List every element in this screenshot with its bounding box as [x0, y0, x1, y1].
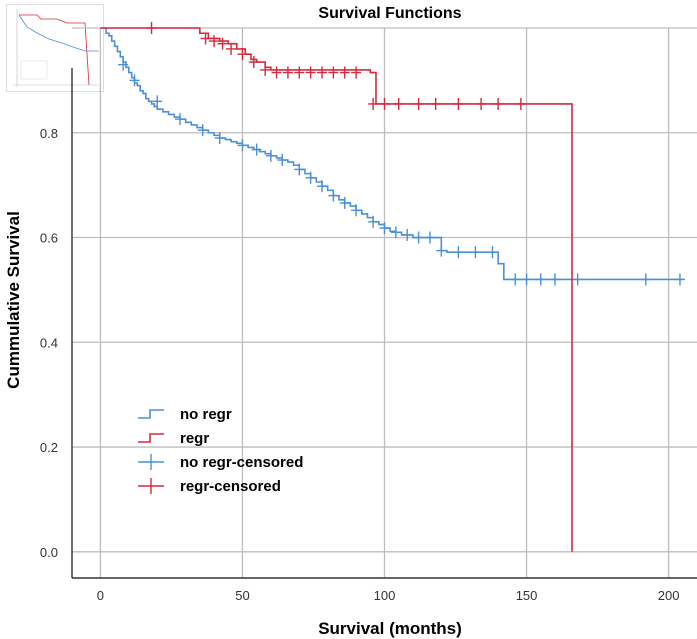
- censor-mark: [282, 66, 293, 79]
- censor-mark: [674, 273, 685, 286]
- y-tick-label: 0.0: [40, 545, 58, 560]
- censor-mark: [209, 35, 220, 48]
- censor-mark: [129, 74, 140, 87]
- censor-mark: [118, 58, 129, 71]
- censor-mark: [317, 66, 327, 79]
- legend-label: no regr: [180, 406, 232, 423]
- legend-swatch: [138, 409, 164, 419]
- censor-mark: [379, 222, 390, 235]
- legend-label: no regr-censored: [180, 454, 303, 471]
- censor-mark: [402, 228, 413, 241]
- x-tick-label: 0: [97, 588, 104, 603]
- censor-mark: [251, 143, 262, 156]
- censor-mark: [265, 149, 276, 162]
- censor-mark: [217, 37, 228, 50]
- censor-mark: [470, 246, 481, 259]
- censor-mark: [390, 226, 401, 239]
- censor-mark: [393, 97, 404, 110]
- censor-mark: [476, 97, 487, 110]
- censor-mark: [197, 124, 208, 137]
- censor-mark: [379, 97, 390, 110]
- censor-mark: [339, 66, 350, 79]
- censor-mark: [174, 113, 185, 126]
- censor-mark: [200, 32, 211, 45]
- censor-mark: [305, 171, 316, 184]
- censor-mark: [214, 132, 225, 144]
- censor-mark: [521, 273, 532, 286]
- chart-title: Survival Functions: [318, 5, 461, 22]
- censor-mark: [640, 273, 651, 286]
- censor-mark: [237, 139, 248, 152]
- censor-mark: [146, 22, 157, 34]
- censor-mark: [535, 273, 546, 286]
- censor-mark: [368, 97, 379, 110]
- censor-mark: [549, 273, 560, 286]
- chart-thumbnail: [6, 4, 104, 92]
- legend-label: regr-censored: [180, 478, 281, 495]
- censor-mark: [572, 273, 583, 286]
- censor-mark: [453, 246, 464, 259]
- censor-mark: [453, 97, 464, 110]
- legend-swatch: [138, 433, 164, 443]
- censor-mark: [424, 231, 435, 244]
- censor-mark: [510, 273, 521, 286]
- censor-mark: [237, 48, 248, 61]
- y-tick-label: 0.4: [40, 335, 58, 350]
- censor-mark: [260, 63, 271, 76]
- censor-mark: [328, 189, 339, 202]
- legend-label: regr: [180, 430, 209, 447]
- censor-mark: [493, 97, 504, 110]
- censor-mark: [413, 231, 424, 244]
- x-tick-label: 100: [374, 588, 396, 603]
- y-tick-label: 0.2: [40, 440, 58, 455]
- censor-mark: [271, 66, 282, 79]
- y-tick-label: 0.8: [40, 126, 58, 141]
- y-axis-label: Cummulative Survival: [4, 211, 23, 389]
- censor-mark: [413, 97, 424, 110]
- censor-mark: [351, 66, 362, 79]
- censor-mark: [430, 97, 441, 110]
- censor-mark: [294, 66, 305, 79]
- x-tick-label: 50: [235, 588, 249, 603]
- x-axis-label: Survival (months): [318, 619, 462, 638]
- censor-mark: [226, 42, 237, 55]
- censor-mark: [515, 97, 526, 110]
- y-tick-label: 0.6: [40, 231, 58, 246]
- series-line-no-regr: [100, 27, 683, 281]
- x-tick-label: 150: [516, 588, 538, 603]
- censor-mark: [248, 56, 259, 69]
- censor-mark: [328, 66, 339, 79]
- censor-mark: [487, 246, 498, 259]
- x-tick-label: 200: [658, 588, 680, 603]
- censor-mark: [277, 154, 288, 166]
- censor-mark: [351, 204, 362, 217]
- censor-mark: [436, 244, 447, 257]
- censor-mark: [305, 66, 316, 79]
- censor-mark: [368, 215, 379, 228]
- censor-mark: [339, 196, 350, 209]
- censor-mark: [152, 95, 163, 108]
- censor-mark: [317, 180, 327, 193]
- censor-mark: [294, 163, 305, 176]
- series-line-regr: [100, 27, 573, 552]
